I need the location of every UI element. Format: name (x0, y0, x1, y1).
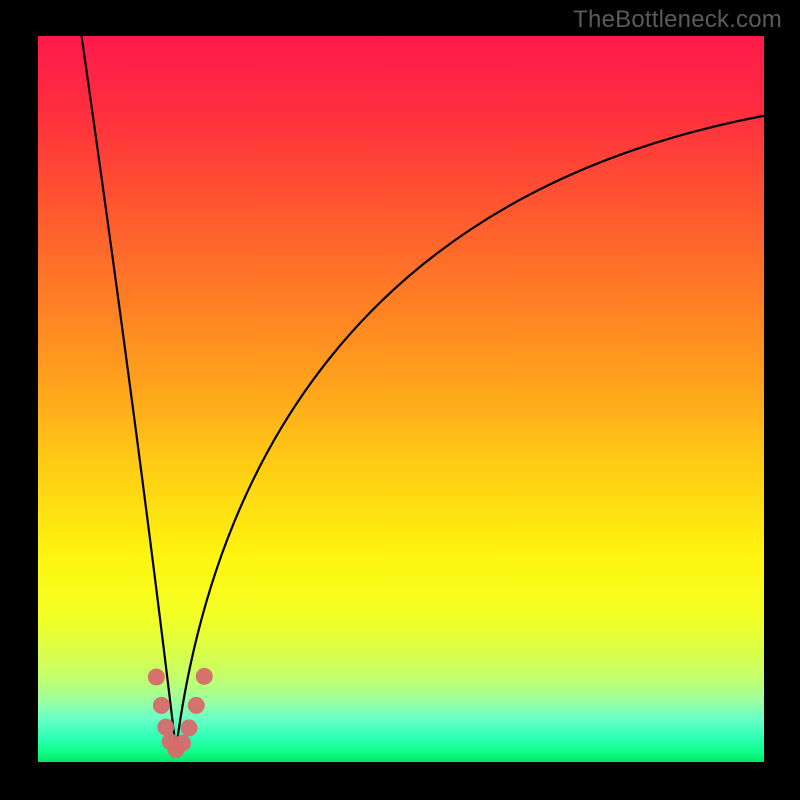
stage: TheBottleneck.com (0, 0, 800, 800)
marker-dot (188, 697, 205, 714)
bottleneck-curve (82, 36, 764, 750)
marker-dot (148, 669, 165, 686)
marker-dot (181, 719, 198, 736)
marker-dot (153, 697, 170, 714)
watermark-label: TheBottleneck.com (573, 6, 782, 34)
curve-overlay (38, 36, 764, 762)
marker-dot (196, 668, 213, 685)
plot-frame (38, 36, 764, 762)
marker-dot (174, 735, 191, 752)
marker-dot (157, 719, 174, 736)
